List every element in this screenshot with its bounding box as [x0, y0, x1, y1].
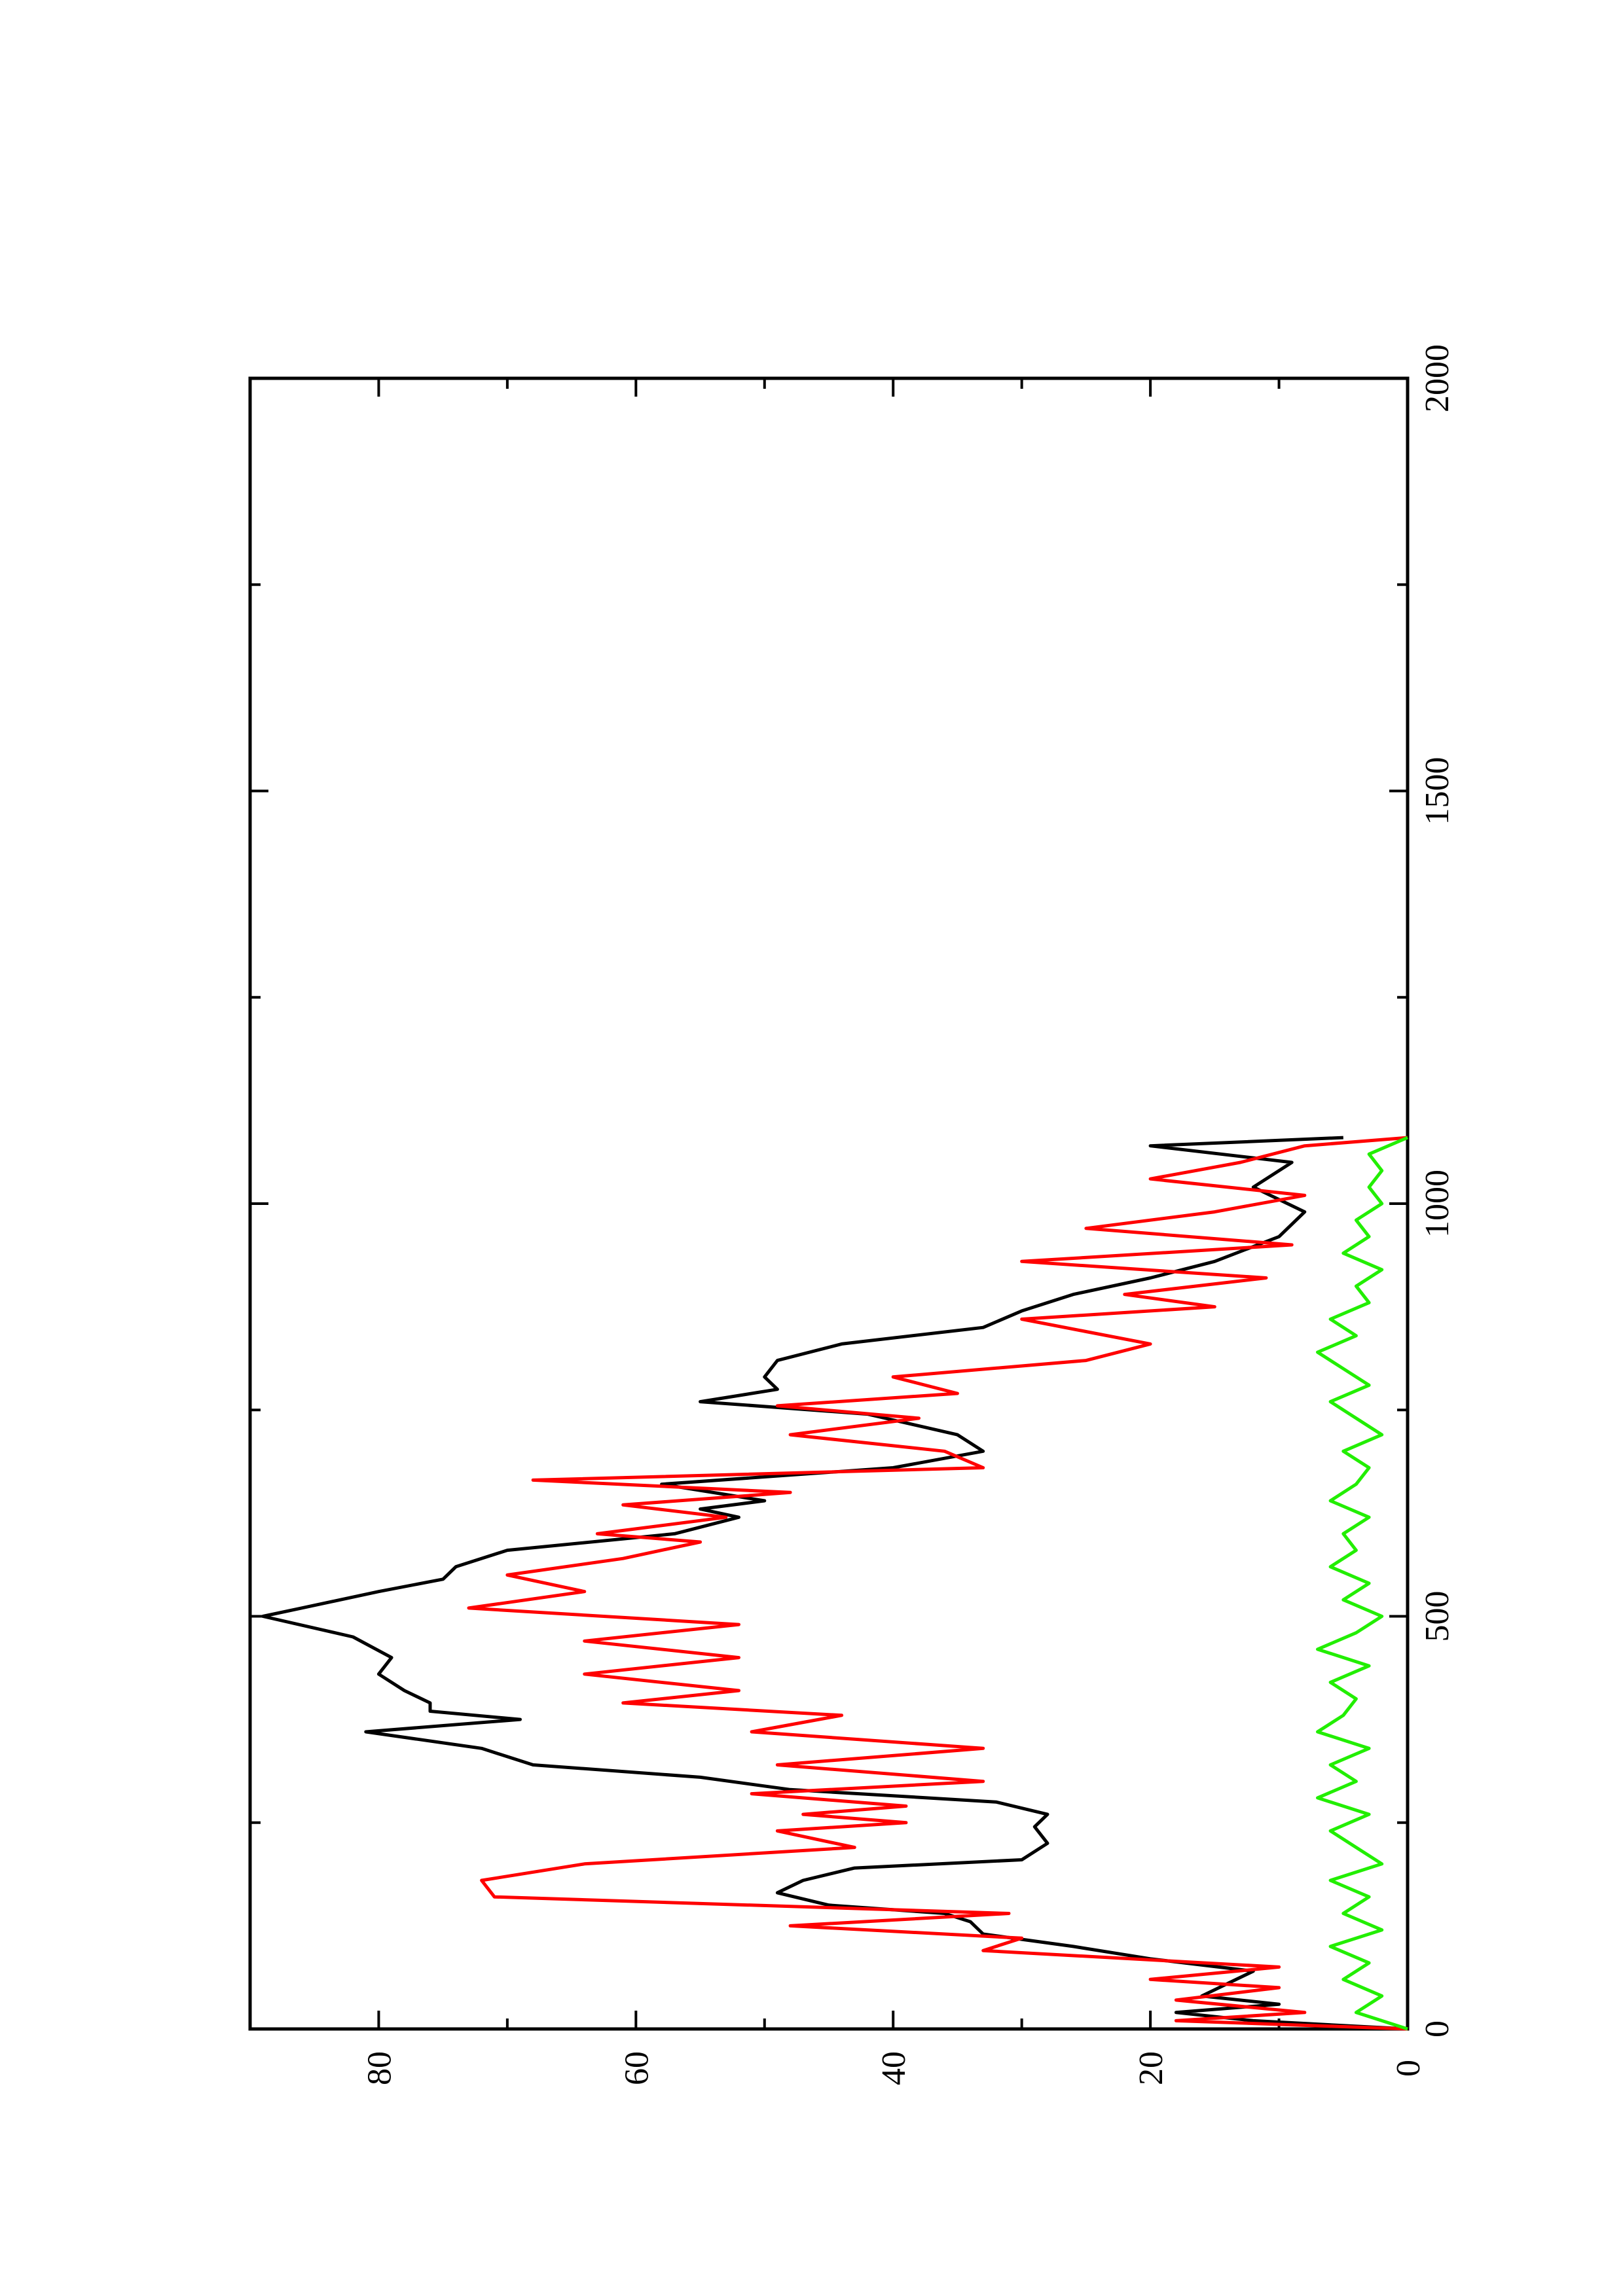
series-layer [261, 1136, 1408, 2031]
x-tick-label: 1500 [1419, 757, 1456, 825]
y-tick-label: 0 [1390, 2060, 1427, 2077]
black-series-line [261, 1136, 1408, 2031]
green-series-line [1316, 1136, 1408, 2031]
x-tick-label: 0 [1419, 2020, 1456, 2037]
x-tick-label: 1000 [1419, 1170, 1456, 1238]
axis-ticks [250, 377, 1409, 2030]
y-tick-label: 40 [875, 2051, 913, 2085]
y-tick-label: 80 [361, 2051, 398, 2085]
red-series-line [467, 1136, 1408, 2031]
y-tick-label: 60 [618, 2051, 655, 2085]
x-tick-label: 2000 [1419, 344, 1456, 412]
y-tick-label: 20 [1133, 2051, 1170, 2085]
x-tick-label: 500 [1419, 1591, 1456, 1642]
plot-frame [248, 376, 1410, 2031]
tick-labels: 0 500 1000 1500 2000 0 20 40 60 80 [361, 344, 1456, 2085]
